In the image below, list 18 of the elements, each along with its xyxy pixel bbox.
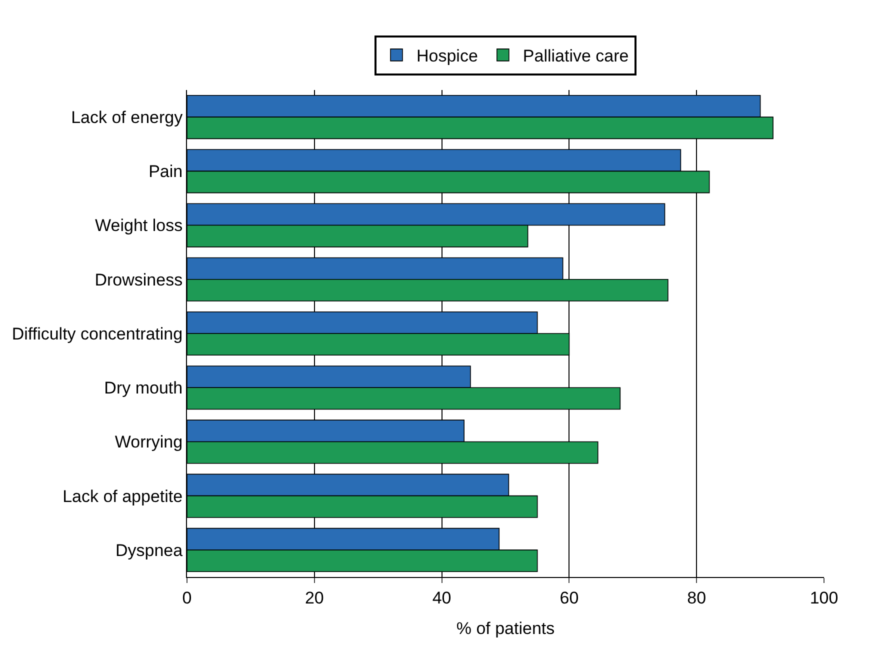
y-tick-label: Worrying	[114, 432, 183, 452]
x-axis-title: % of patients	[456, 618, 555, 638]
x-tick-label: 60	[560, 588, 579, 608]
y-tick-label: Dyspnea	[115, 540, 184, 560]
x-tick-label: 40	[432, 588, 452, 608]
legend-label: Palliative care	[522, 46, 629, 66]
y-tick-label: Dry mouth	[104, 378, 183, 398]
x-tick-label: 0	[182, 588, 192, 608]
y-tick-label: Difficulty concentrating	[12, 324, 183, 344]
y-tick-label: Weight loss	[95, 216, 183, 236]
legend-label: Hospice	[416, 46, 478, 66]
y-tick-label: Drowsiness	[94, 270, 183, 290]
x-tick-label: 100	[810, 588, 838, 608]
y-tick-label: Pain	[148, 162, 183, 182]
y-tick-label: Lack of appetite	[62, 486, 183, 506]
x-tick-label: 20	[304, 588, 324, 608]
y-tick-label: Lack of energy	[71, 108, 184, 128]
x-tick-label: 80	[687, 588, 706, 608]
